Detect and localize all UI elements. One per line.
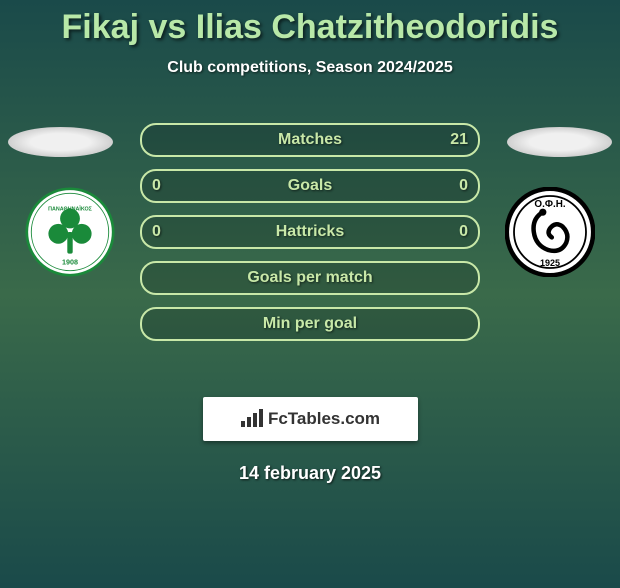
main-content: ΠΑΝΑΘΗΝΑΪΚΟΣ 1908 Ο.Φ.Η. 1925 Matches 21… bbox=[0, 107, 620, 387]
stat-left-value: 0 bbox=[152, 177, 161, 195]
bar-chart-icon bbox=[240, 409, 264, 429]
svg-text:ΠΑΝΑΘΗΝΑΪΚΟΣ: ΠΑΝΑΘΗΝΑΪΚΟΣ bbox=[48, 205, 93, 212]
stat-label: Goals bbox=[288, 177, 332, 195]
stat-label: Hattricks bbox=[276, 223, 344, 241]
team-a-badge: ΠΑΝΑΘΗΝΑΪΚΟΣ 1908 bbox=[25, 187, 115, 277]
stat-row-min-per-goal: Min per goal bbox=[140, 307, 480, 341]
svg-text:Ο.Φ.Η.: Ο.Φ.Η. bbox=[534, 199, 565, 210]
player-a-name: Fikaj bbox=[62, 8, 139, 46]
stat-row-goals-per-match: Goals per match bbox=[140, 261, 480, 295]
branding-box: FcTables.com bbox=[203, 397, 418, 441]
player-b-portrait-placeholder bbox=[507, 127, 612, 157]
stat-label: Goals per match bbox=[247, 269, 372, 287]
stat-row-hattricks: 0 Hattricks 0 bbox=[140, 215, 480, 249]
stat-left-value: 0 bbox=[152, 223, 161, 241]
date-string: 14 february 2025 bbox=[0, 463, 620, 484]
stat-label: Min per goal bbox=[263, 315, 357, 333]
vs-text: vs bbox=[148, 8, 186, 46]
comparison-title: Fikaj vs Ilias Chatzitheodoridis bbox=[0, 8, 620, 47]
stat-right-value: 21 bbox=[450, 131, 468, 149]
stats-table: Matches 21 0 Goals 0 0 Hattricks 0 Goals… bbox=[140, 123, 480, 353]
player-a-portrait-placeholder bbox=[8, 127, 113, 157]
branding-text: FcTables.com bbox=[268, 409, 380, 429]
stat-right-value: 0 bbox=[459, 177, 468, 195]
svg-text:1908: 1908 bbox=[62, 257, 78, 266]
subtitle: Club competitions, Season 2024/2025 bbox=[0, 59, 620, 77]
svg-text:1925: 1925 bbox=[540, 258, 560, 268]
stat-row-goals: 0 Goals 0 bbox=[140, 169, 480, 203]
team-b-badge: Ο.Φ.Η. 1925 bbox=[505, 187, 595, 277]
stat-row-matches: Matches 21 bbox=[140, 123, 480, 157]
player-b-name: Ilias Chatzitheodoridis bbox=[196, 8, 559, 46]
stat-right-value: 0 bbox=[459, 223, 468, 241]
stat-label: Matches bbox=[278, 131, 342, 149]
